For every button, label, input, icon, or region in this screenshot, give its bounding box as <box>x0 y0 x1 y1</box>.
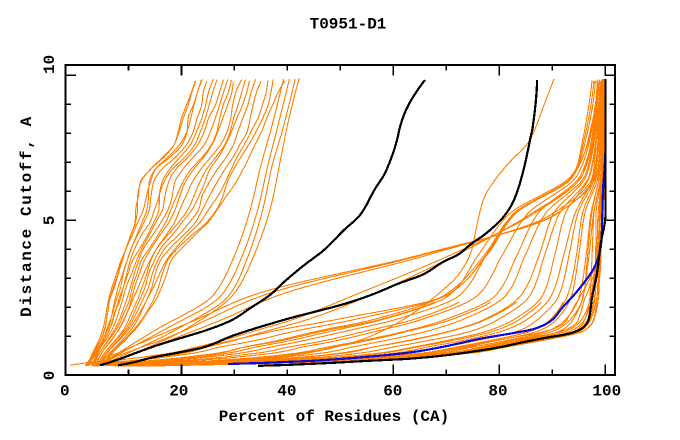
svg-text:100: 100 <box>592 383 621 401</box>
svg-text:Percent of Residues (CA): Percent of Residues (CA) <box>219 408 449 426</box>
svg-text:0: 0 <box>41 371 59 381</box>
svg-text:T0951-D1: T0951-D1 <box>310 16 387 34</box>
svg-text:10: 10 <box>41 55 59 74</box>
svg-text:Distance Cutoff, A: Distance Cutoff, A <box>18 115 36 317</box>
svg-text:0: 0 <box>60 383 70 401</box>
svg-text:40: 40 <box>277 383 296 401</box>
svg-text:5: 5 <box>41 215 59 225</box>
svg-text:20: 20 <box>169 383 188 401</box>
svg-text:80: 80 <box>488 383 507 401</box>
svg-text:60: 60 <box>383 383 402 401</box>
